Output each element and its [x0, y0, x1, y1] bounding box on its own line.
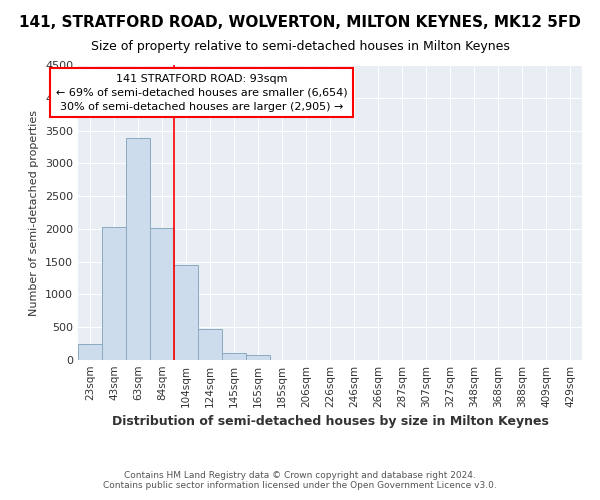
Bar: [78, 344, 102, 360]
Text: 141 STRATFORD ROAD: 93sqm
← 69% of semi-detached houses are smaller (6,654)
30% : 141 STRATFORD ROAD: 93sqm ← 69% of semi-…: [56, 74, 347, 112]
Bar: [222, 354, 246, 360]
X-axis label: Distribution of semi-detached houses by size in Milton Keynes: Distribution of semi-detached houses by …: [112, 416, 548, 428]
Bar: [126, 138, 150, 360]
Bar: [198, 329, 222, 360]
Bar: [246, 356, 270, 360]
Text: Size of property relative to semi-detached houses in Milton Keynes: Size of property relative to semi-detach…: [91, 40, 509, 53]
Bar: [174, 265, 198, 360]
Y-axis label: Number of semi-detached properties: Number of semi-detached properties: [29, 110, 40, 316]
Text: Contains HM Land Registry data © Crown copyright and database right 2024.
Contai: Contains HM Land Registry data © Crown c…: [103, 470, 497, 490]
Bar: [150, 228, 174, 360]
Bar: [102, 227, 126, 360]
Text: 141, STRATFORD ROAD, WOLVERTON, MILTON KEYNES, MK12 5FD: 141, STRATFORD ROAD, WOLVERTON, MILTON K…: [19, 15, 581, 30]
